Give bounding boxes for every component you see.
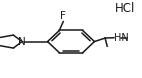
Text: F: F <box>60 11 66 21</box>
Text: HN: HN <box>114 33 129 43</box>
Text: HCl: HCl <box>115 2 135 15</box>
Text: N: N <box>18 37 26 47</box>
